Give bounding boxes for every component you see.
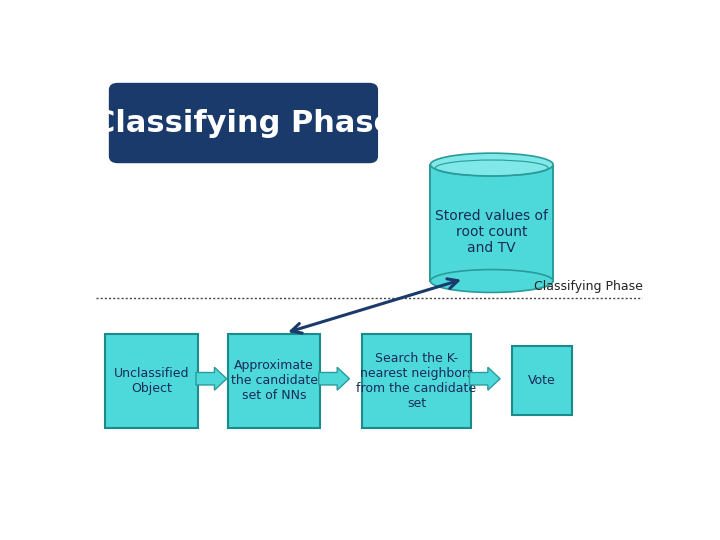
FancyArrow shape [469,367,500,390]
Text: Approximate
the candidate
set of NNs: Approximate the candidate set of NNs [230,359,318,402]
FancyBboxPatch shape [361,334,471,428]
Text: Vote: Vote [528,374,556,387]
FancyBboxPatch shape [109,84,377,163]
Bar [431,165,553,281]
Text: Classifying Phase: Classifying Phase [93,109,394,138]
FancyBboxPatch shape [513,346,572,415]
Text: Stored values of
root count
and TV: Stored values of root count and TV [436,209,548,255]
Ellipse shape [431,153,553,176]
FancyArrow shape [319,367,349,390]
FancyArrow shape [196,367,227,390]
FancyBboxPatch shape [228,334,320,428]
Text: Classifying Phase: Classifying Phase [534,280,642,294]
Text: Unclassified
Object: Unclassified Object [114,367,189,395]
Text: Search the K-
nearest neighbors
from the candidate
set: Search the K- nearest neighbors from the… [356,352,477,410]
FancyBboxPatch shape [105,334,198,428]
Ellipse shape [431,269,553,293]
